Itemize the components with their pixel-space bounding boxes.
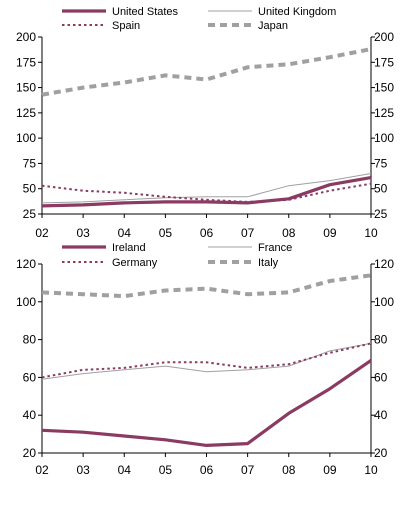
legend-label: France bbox=[258, 242, 292, 254]
x-tick-label: 10 bbox=[364, 226, 378, 240]
y-tick-label-right: 120 bbox=[374, 257, 394, 271]
legend-label: Japan bbox=[258, 20, 288, 32]
y-tick-label-left: 120 bbox=[16, 257, 36, 271]
y-tick-label-left: 25 bbox=[23, 207, 37, 221]
legend-label: United States bbox=[112, 6, 179, 18]
series-line-ireland bbox=[41, 359, 372, 447]
y-tick-label-left: 200 bbox=[16, 30, 36, 44]
y-tick-label-right: 20 bbox=[374, 446, 388, 460]
x-tick-label: 08 bbox=[282, 463, 296, 477]
legend-label: United Kingdom bbox=[258, 6, 336, 18]
x-tick-label: 03 bbox=[76, 226, 90, 240]
y-tick-label-left: 150 bbox=[16, 81, 36, 95]
y-tick-label-left: 60 bbox=[23, 370, 37, 384]
x-tick-label: 07 bbox=[241, 226, 255, 240]
x-tick-label: 04 bbox=[118, 226, 132, 240]
legend-label: Ireland bbox=[112, 242, 146, 254]
series-line-united-states bbox=[41, 176, 372, 208]
y-tick-label-right: 25 bbox=[374, 207, 388, 221]
y-tick-label-left: 75 bbox=[23, 156, 37, 170]
y-tick-label-right: 175 bbox=[374, 55, 394, 69]
x-tick-label: 09 bbox=[323, 463, 337, 477]
x-tick-label: 06 bbox=[200, 463, 214, 477]
series-line-united-kingdom bbox=[41, 173, 372, 204]
legend-label: Germany bbox=[112, 257, 158, 269]
y-tick-label-left: 175 bbox=[16, 55, 36, 69]
x-tick-label: 09 bbox=[323, 226, 337, 240]
y-tick-label-right: 60 bbox=[374, 370, 388, 384]
x-tick-label: 02 bbox=[35, 226, 49, 240]
y-tick-label-right: 125 bbox=[374, 106, 394, 120]
x-tick-label: 02 bbox=[35, 463, 49, 477]
x-tick-label: 06 bbox=[200, 226, 214, 240]
y-tick-label-left: 40 bbox=[23, 408, 37, 422]
y-tick-label-right: 50 bbox=[374, 182, 388, 196]
series-line-germany bbox=[41, 342, 372, 379]
y-tick-label-right: 40 bbox=[374, 408, 388, 422]
y-tick-label-right: 150 bbox=[374, 81, 394, 95]
y-tick-label-left: 20 bbox=[23, 446, 37, 460]
y-tick-label-left: 100 bbox=[16, 131, 36, 145]
chart-bottom: 120 120 100 100 80 80 60 60 40 40 20 20 02 03 04 05 06 07… bbox=[16, 242, 394, 477]
x-tick-label: 08 bbox=[282, 226, 296, 240]
y-tick-label-left: 125 bbox=[16, 106, 36, 120]
y-tick-label-right: 100 bbox=[374, 295, 394, 309]
x-tick-label: 10 bbox=[364, 463, 378, 477]
chart-top: 200 200 175 175 150 150 125 125 100 100 75 75 50 50 25… bbox=[16, 6, 394, 240]
y-tick-label-right: 200 bbox=[374, 30, 394, 44]
x-tick-label: 03 bbox=[76, 463, 90, 477]
series-line-italy bbox=[41, 273, 372, 299]
y-tick-label-left: 80 bbox=[23, 333, 37, 347]
legend-label: Italy bbox=[258, 257, 279, 269]
x-tick-label: 05 bbox=[159, 226, 173, 240]
y-tick-label-left: 50 bbox=[23, 182, 37, 196]
y-tick-label-left: 100 bbox=[16, 295, 36, 309]
series-line-spain bbox=[41, 182, 372, 203]
x-tick-label: 05 bbox=[159, 463, 173, 477]
y-tick-label-right: 100 bbox=[374, 131, 394, 145]
series-line-japan bbox=[41, 47, 372, 97]
y-tick-label-right: 75 bbox=[374, 156, 388, 170]
x-tick-label: 04 bbox=[118, 463, 132, 477]
legend-label: Spain bbox=[112, 20, 140, 32]
x-tick-label: 07 bbox=[241, 463, 255, 477]
y-tick-label-right: 80 bbox=[374, 333, 388, 347]
